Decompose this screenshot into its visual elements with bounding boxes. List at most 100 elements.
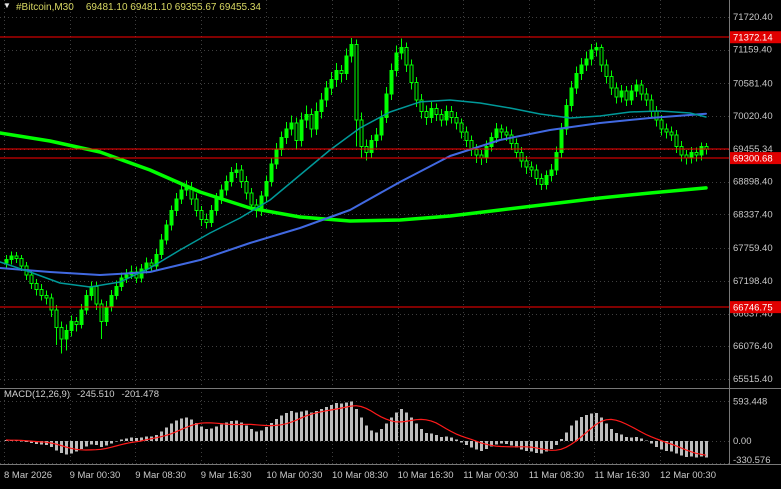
- candle-body: [74, 321, 79, 325]
- macd-bar: [515, 440, 518, 448]
- candle-body: [309, 113, 314, 130]
- macd-axis-label: -330.576: [733, 455, 771, 466]
- macd-bar: [490, 440, 493, 447]
- macd-bar: [115, 440, 118, 442]
- macd-bar: [610, 428, 613, 441]
- time-axis-label: 11 Mar 16:30: [594, 470, 649, 481]
- candle-body: [34, 283, 39, 290]
- macd-bar: [450, 437, 453, 441]
- candle-body: [629, 90, 634, 101]
- macd-indicator-title: MACD(12,26,9) -245.510 -201.478: [4, 389, 166, 400]
- one-click-trading-arrow-icon[interactable]: ▼: [3, 1, 11, 10]
- time-axis-label: 11 Mar 08:30: [529, 470, 584, 481]
- macd-bar: [210, 428, 213, 441]
- macd-bar: [580, 416, 583, 441]
- candle-body: [359, 119, 364, 147]
- candle-body: [599, 46, 604, 66]
- macd-bar: [525, 440, 528, 451]
- macd-bar: [655, 440, 658, 447]
- macd-bar: [240, 422, 243, 441]
- candle-body: [544, 175, 549, 185]
- macd-bar: [305, 410, 308, 441]
- candle-body: [689, 151, 694, 159]
- candle-body: [404, 46, 409, 66]
- macd-bar: [145, 436, 148, 441]
- level-price-badge-label: 66746.75: [733, 303, 773, 314]
- candle-body: [214, 198, 219, 212]
- macd-bar: [130, 437, 133, 441]
- candle-body: [294, 122, 299, 142]
- candle-body: [59, 326, 64, 340]
- macd-bar: [650, 440, 653, 444]
- macd-bar: [290, 410, 293, 441]
- macd-bar: [285, 412, 288, 441]
- macd-bar: [105, 440, 108, 446]
- macd-bar: [440, 436, 443, 441]
- level-price-badge-label: 69300.68: [733, 154, 773, 165]
- candle-body: [594, 46, 599, 51]
- candle-body: [384, 93, 389, 118]
- macd-bar: [50, 440, 53, 447]
- macd-bar: [100, 440, 103, 447]
- macd-bar: [495, 440, 498, 445]
- candle-body: [199, 210, 204, 220]
- candle-body: [499, 128, 504, 133]
- candle-body: [589, 49, 594, 60]
- candle-body: [534, 169, 539, 180]
- macd-bar: [300, 411, 303, 441]
- macd-signal-value: -201.478: [121, 389, 160, 400]
- candle-body: [4, 259, 9, 264]
- candle-body: [99, 303, 104, 323]
- candle-body: [239, 169, 244, 182]
- candle-body: [549, 169, 554, 177]
- macd-bar: [315, 410, 318, 441]
- macd-bar: [310, 412, 313, 441]
- candle-body: [274, 148, 279, 165]
- candle-body: [264, 180, 269, 197]
- macd-bar: [140, 437, 143, 441]
- candle-body: [229, 172, 234, 182]
- candle-body: [429, 108, 434, 118]
- candle-body: [299, 119, 304, 142]
- candle-body: [449, 110, 454, 118]
- macd-bar: [480, 440, 483, 451]
- macd-bar: [600, 417, 603, 441]
- macd-bar: [535, 440, 538, 453]
- macd-histogram-layer: [5, 401, 708, 458]
- candle-body: [54, 309, 59, 328]
- macd-bar: [265, 426, 268, 441]
- macd-bar: [585, 414, 588, 441]
- candle-body: [284, 128, 289, 139]
- macd-bar: [555, 440, 558, 445]
- macd-bar: [430, 433, 433, 441]
- candle-body: [574, 73, 579, 89]
- macd-bar: [700, 440, 703, 457]
- time-axis-label: 10 Mar 00:30: [266, 470, 322, 481]
- price-axis[interactable]: 71720.40 71159.40 70581.40 70020.40 69455.34…: [730, 12, 781, 466]
- candle-body: [304, 113, 309, 121]
- macd-bar: [460, 440, 463, 443]
- time-axis[interactable]: 8 Mar 2026 9 Mar 00:30 9 Mar 08:30 9 Mar 16…: [4, 470, 716, 481]
- candle-body: [694, 151, 699, 156]
- candle-body: [539, 178, 544, 185]
- macd-bar: [90, 440, 93, 445]
- candle-body: [289, 122, 294, 130]
- macd-bar: [125, 438, 128, 441]
- macd-bar: [575, 420, 578, 441]
- price-axis-label: 69455.34: [733, 144, 773, 155]
- macd-bar: [110, 440, 113, 444]
- macd-bar: [455, 439, 458, 441]
- macd-bar: [70, 440, 73, 454]
- macd-bar: [260, 430, 263, 441]
- macd-bar: [670, 440, 673, 452]
- macd-bar: [605, 423, 608, 441]
- candle-body: [484, 145, 489, 159]
- candle-body: [644, 93, 649, 101]
- macd-bar: [330, 404, 333, 441]
- candle-body: [159, 239, 164, 255]
- candle-body: [389, 70, 394, 95]
- candle-body: [519, 151, 524, 162]
- candle-body: [279, 137, 284, 150]
- macd-bar: [320, 408, 323, 441]
